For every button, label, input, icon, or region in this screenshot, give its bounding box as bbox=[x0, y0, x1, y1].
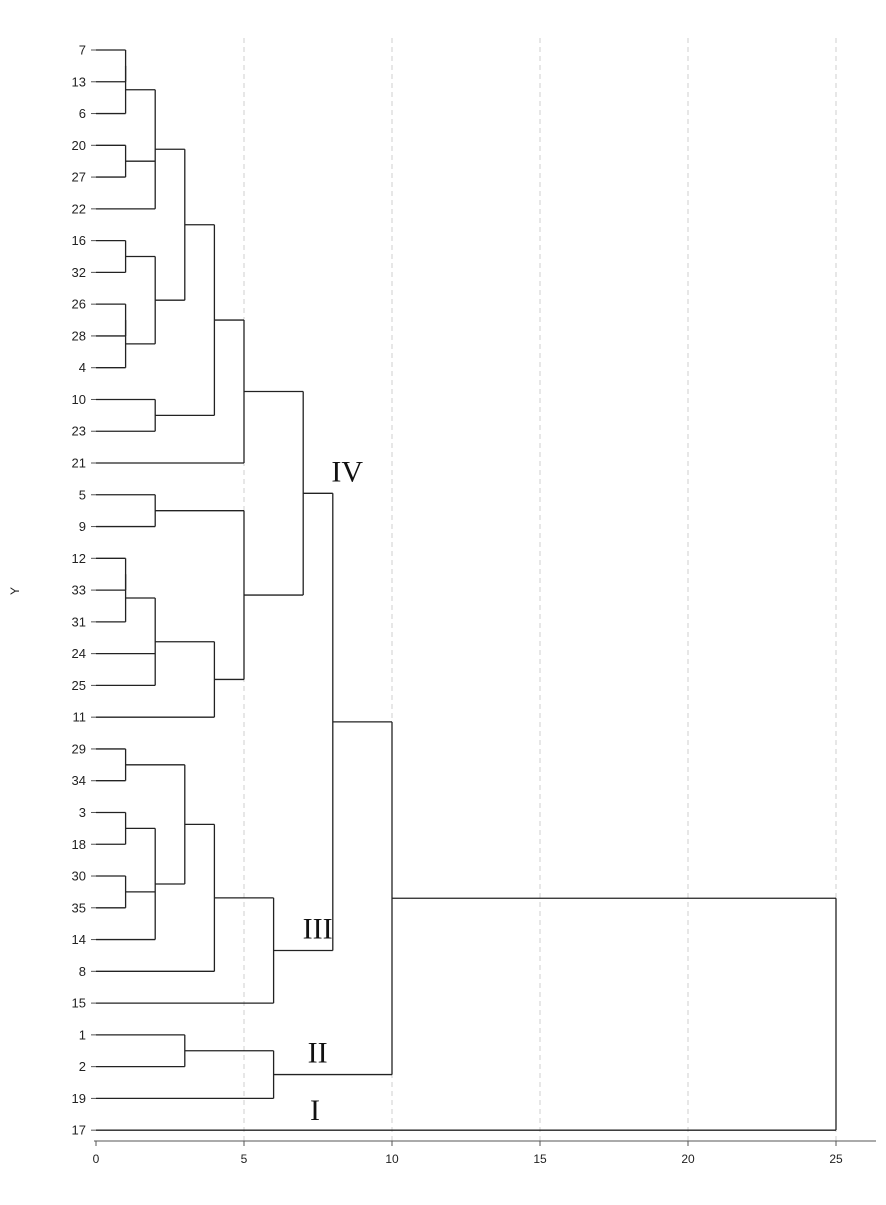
x-tick-label: 25 bbox=[829, 1152, 843, 1166]
x-tick-label: 15 bbox=[533, 1152, 547, 1166]
x-tick-label: 10 bbox=[385, 1152, 399, 1166]
x-tick-label: 20 bbox=[681, 1152, 695, 1166]
cluster-label: IV bbox=[331, 455, 363, 488]
x-tick-label: 5 bbox=[241, 1152, 248, 1166]
leaf-label: 26 bbox=[72, 297, 86, 312]
leaf-label: 29 bbox=[72, 741, 86, 756]
leaf-label: 1 bbox=[79, 1027, 86, 1042]
leaf-label: 21 bbox=[72, 456, 86, 471]
leaf-label: 20 bbox=[72, 138, 86, 153]
y-axis-label: Y bbox=[8, 587, 22, 595]
leaf-label: 5 bbox=[79, 487, 86, 502]
leaf-label: 3 bbox=[79, 805, 86, 820]
leaf-label: 18 bbox=[72, 837, 86, 852]
leaf-label: 30 bbox=[72, 869, 86, 884]
leaf-label: 35 bbox=[72, 900, 86, 915]
leaf-label: 31 bbox=[72, 614, 86, 629]
leaf-label: 7 bbox=[79, 43, 86, 58]
leaf-label: 33 bbox=[72, 583, 86, 598]
cluster-label: III bbox=[303, 912, 333, 945]
leaf-label: 6 bbox=[79, 106, 86, 121]
leaf-label: 4 bbox=[79, 360, 86, 375]
cluster-label: II bbox=[308, 1037, 328, 1070]
leaf-label: 34 bbox=[72, 773, 86, 788]
leaf-label: 27 bbox=[72, 170, 86, 185]
leaf-label: 23 bbox=[72, 424, 86, 439]
cluster-label: I bbox=[310, 1094, 320, 1127]
leaf-label: 28 bbox=[72, 328, 86, 343]
x-tick-label: 0 bbox=[93, 1152, 100, 1166]
links-layer bbox=[96, 49, 837, 1131]
leaf-label: 22 bbox=[72, 201, 86, 216]
leaf-label: 10 bbox=[72, 392, 86, 407]
leaf-label: 8 bbox=[79, 964, 86, 979]
leaf-label: 9 bbox=[79, 519, 86, 534]
leaf-label: 2 bbox=[79, 1059, 86, 1074]
leaf-label: 13 bbox=[72, 74, 86, 89]
leaf-label: 12 bbox=[72, 551, 86, 566]
leaf-label: 32 bbox=[72, 265, 86, 280]
leaf-labels: 7136202722163226284102321591233312425112… bbox=[72, 43, 86, 1138]
leaf-label: 19 bbox=[72, 1091, 86, 1106]
x-axis: 0 5 10 15 20 25 bbox=[91, 49, 876, 1166]
leaf-label: 15 bbox=[72, 996, 86, 1011]
leaf-label: 11 bbox=[73, 710, 87, 725]
leaf-label: 16 bbox=[72, 233, 86, 248]
leaf-label: 17 bbox=[72, 1123, 86, 1138]
leaf-label: 25 bbox=[72, 678, 86, 693]
leaf-label: 14 bbox=[72, 932, 86, 947]
leaf-label: 24 bbox=[72, 646, 86, 661]
